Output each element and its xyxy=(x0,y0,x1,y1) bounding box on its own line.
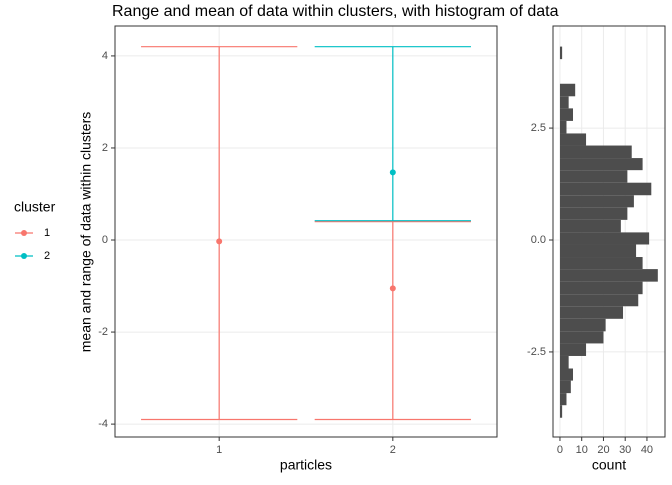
y-tick-label: 0 xyxy=(102,234,108,246)
y-tick-label: 0.0 xyxy=(531,234,546,246)
histogram-bar xyxy=(559,318,606,332)
histogram-bar xyxy=(559,219,621,233)
legend-key xyxy=(21,230,27,236)
histogram-bar xyxy=(559,232,650,245)
histogram-bar xyxy=(559,343,587,356)
mean-point xyxy=(389,285,396,292)
histogram-bar xyxy=(559,133,587,146)
histogram-bar xyxy=(559,120,567,134)
histogram-bar xyxy=(559,331,604,344)
histogram-bar xyxy=(559,170,628,183)
histogram-bar xyxy=(559,46,563,60)
x-tick-label: 10 xyxy=(576,444,588,456)
y-tick-label: 2 xyxy=(102,142,108,154)
legend-label: 1 xyxy=(44,227,50,239)
y-tick-label: -2 xyxy=(98,326,108,338)
histogram-bar xyxy=(559,257,643,270)
histogram-bar xyxy=(559,244,637,258)
y-tick-label: -4 xyxy=(98,418,108,430)
histogram-bar xyxy=(559,405,563,418)
histogram-bar xyxy=(559,393,567,406)
histogram-bar xyxy=(559,306,624,319)
y-tick-label: 4 xyxy=(102,50,108,62)
legend-label: 2 xyxy=(44,250,50,262)
y-axis-label: mean and range of data within clusters xyxy=(78,112,94,352)
x-tick-label: 30 xyxy=(619,444,631,456)
x-tick-label: 40 xyxy=(641,444,653,456)
chart-title: Range and mean of data within clusters, … xyxy=(112,3,559,20)
histogram-bar xyxy=(559,355,569,369)
y-tick-label: 2.5 xyxy=(531,122,546,134)
histogram-bar xyxy=(559,269,658,282)
histogram-bar xyxy=(559,294,639,307)
histogram-bar xyxy=(559,145,632,159)
histogram-bar xyxy=(559,182,652,196)
histogram-bar xyxy=(559,380,571,394)
histogram-bar xyxy=(559,207,628,220)
y-tick-label: -2.5 xyxy=(527,346,546,358)
histogram-bar xyxy=(559,281,643,295)
histogram-bar xyxy=(559,96,569,109)
panel-border xyxy=(552,25,666,438)
panel-border xyxy=(114,25,498,438)
x-axis-label: count xyxy=(592,457,626,473)
x-tick-label: 2 xyxy=(390,444,396,456)
histogram-bar xyxy=(559,158,643,171)
x-tick-label: 20 xyxy=(597,444,609,456)
mean-point xyxy=(389,169,396,176)
x-tick-label: 1 xyxy=(216,444,222,456)
legend-key xyxy=(21,253,27,259)
histogram-bar xyxy=(559,195,634,208)
x-axis-label: particles xyxy=(280,457,332,473)
legend-title: cluster xyxy=(14,199,56,215)
histogram-bar xyxy=(559,108,574,121)
histogram-bar xyxy=(559,368,574,381)
x-tick-label: 0 xyxy=(557,444,563,456)
mean-point xyxy=(216,238,223,245)
histogram-bar xyxy=(559,83,576,97)
